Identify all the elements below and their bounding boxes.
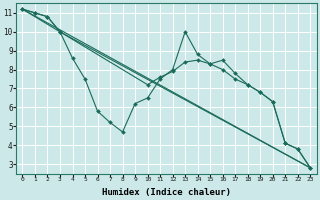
- X-axis label: Humidex (Indice chaleur): Humidex (Indice chaleur): [102, 188, 231, 197]
